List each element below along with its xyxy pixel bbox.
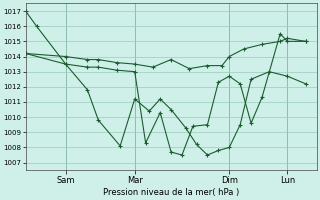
X-axis label: Pression niveau de la mer( hPa ): Pression niveau de la mer( hPa ) [103, 188, 239, 197]
